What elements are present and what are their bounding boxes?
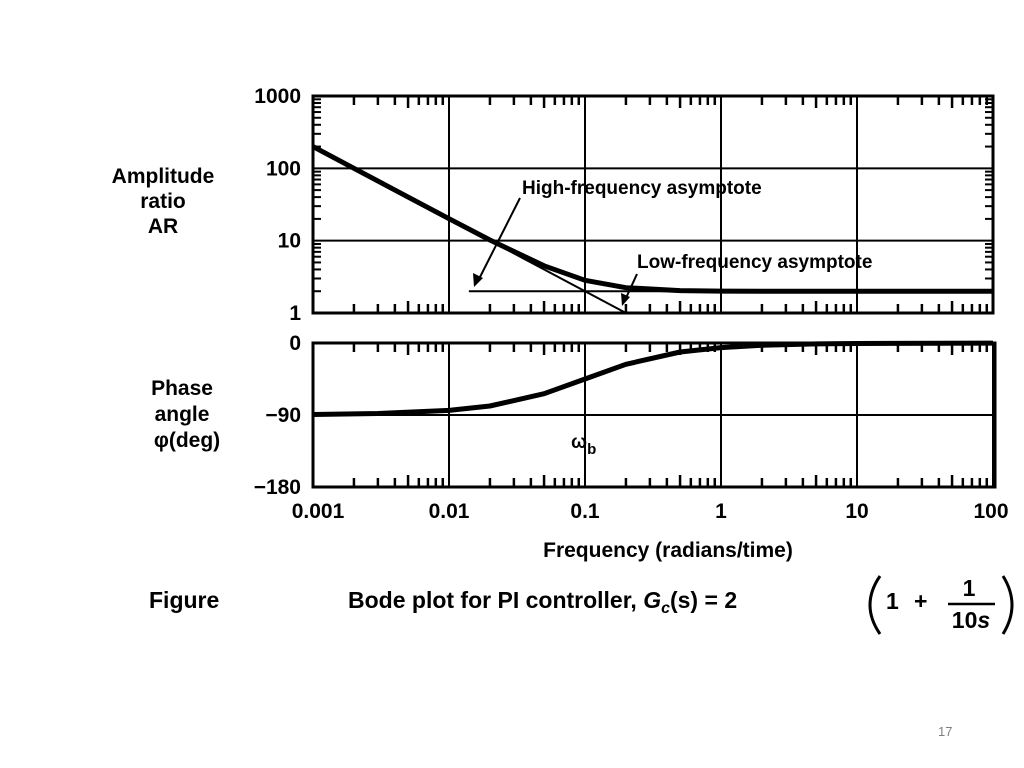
amplitude-grid: [312, 95, 994, 314]
low-frequency-annotation: Low-frequency asymptote: [621, 252, 872, 306]
phase-angle-curve: [312, 340, 994, 417]
caption-gc-argument: (s): [670, 587, 698, 613]
caption-plus: +: [914, 588, 927, 614]
caption-fraction-denominator: 10s: [952, 607, 990, 633]
caption-left-paren: [868, 575, 882, 635]
high-frequency-asymptote-label: High-frequency asymptote: [522, 178, 762, 199]
x-tick-label: 0.01: [429, 500, 470, 523]
caption-figure-label: Figure: [149, 587, 219, 613]
phase-grid: [312, 342, 994, 488]
amplitude-y-tick-labels: 1 10 100 1000: [254, 85, 301, 325]
phase-ylabel-line-2: angle: [155, 403, 210, 426]
phase-axis-label: Phase angle φ(deg): [151, 377, 220, 452]
phase-y-tick-label: 0: [289, 332, 301, 355]
omega-symbol: ω: [571, 432, 587, 453]
high-frequency-annotation: High-frequency asymptote: [473, 178, 762, 287]
amplitude-panel: 1 10 100 1000 Amplitude ratio AR High-frequ…: [112, 85, 995, 325]
caption-denominator-variable: s: [977, 607, 990, 633]
slide-number: 17: [938, 724, 953, 739]
amplitude-ylabel-line-3: AR: [148, 215, 178, 238]
caption-gc-symbol: G: [643, 587, 661, 613]
x-tick-label: 0.1: [570, 500, 600, 523]
caption-text: Bode plot for PI controller, Gc(s) = 2: [348, 587, 737, 617]
omega-subscript: b: [587, 441, 596, 458]
amplitude-y-tick-label: 10: [278, 230, 301, 253]
caption-gc-subscript: c: [661, 600, 670, 617]
figure-caption: Figure Bode plot for PI controller, Gc(s…: [149, 575, 1014, 635]
caption-prefix: Bode plot for PI controller,: [348, 587, 643, 613]
amplitude-y-tick-label: 1: [289, 302, 301, 325]
x-tick-label: 0.001: [292, 500, 345, 523]
low-frequency-arrow-line: [625, 273, 638, 299]
x-tick-label: 10: [845, 500, 868, 523]
amplitude-ylabel-line-1: Amplitude: [112, 165, 215, 188]
amplitude-ylabel-line-2: ratio: [140, 190, 186, 213]
caption-fraction-numerator: 1: [963, 575, 976, 601]
amplitude-axis-label: Amplitude ratio AR: [112, 165, 215, 238]
caption-equals-two: = 2: [698, 587, 737, 613]
high-frequency-arrow-head: [473, 273, 483, 287]
phase-minor-ticks: [352, 343, 989, 487]
low-frequency-arrow-head: [621, 293, 630, 306]
high-frequency-arrow-line: [478, 197, 521, 280]
x-tick-label: 1: [715, 500, 727, 523]
phase-y-tick-label: −90: [265, 404, 301, 427]
amplitude-y-tick-label: 100: [266, 157, 301, 180]
phase-ylabel-line-1: Phase: [151, 377, 213, 400]
amplitude-minor-ticks: [313, 96, 993, 313]
x-tick-label: 100: [973, 500, 1008, 523]
phase-ylabel-line-3: φ(deg): [154, 429, 220, 452]
phase-panel: 0 −90 −180 Phase angle φ(deg) ωb 0.001 0.01…: [151, 332, 1008, 562]
phase-plot-frame: [311, 341, 997, 489]
caption-right-paren: [1001, 575, 1014, 635]
phase-y-tick-label: −180: [254, 476, 301, 499]
phase-y-tick-labels: 0 −90 −180: [254, 332, 301, 499]
x-tick-labels: 0.001 0.01 0.1 1 10 100: [292, 500, 1009, 523]
omega-b-label: ωb: [571, 432, 596, 458]
amplitude-y-tick-label: 1000: [254, 85, 301, 108]
low-frequency-asymptote-label: Low-frequency asymptote: [637, 252, 872, 273]
amplitude-ratio-curve: [311, 144, 993, 294]
amplitude-plot-frame: [311, 94, 995, 315]
caption-one: 1: [886, 588, 899, 614]
x-axis-label: Frequency (radians/time): [543, 539, 793, 562]
caption-denominator-number: 10: [952, 607, 978, 633]
